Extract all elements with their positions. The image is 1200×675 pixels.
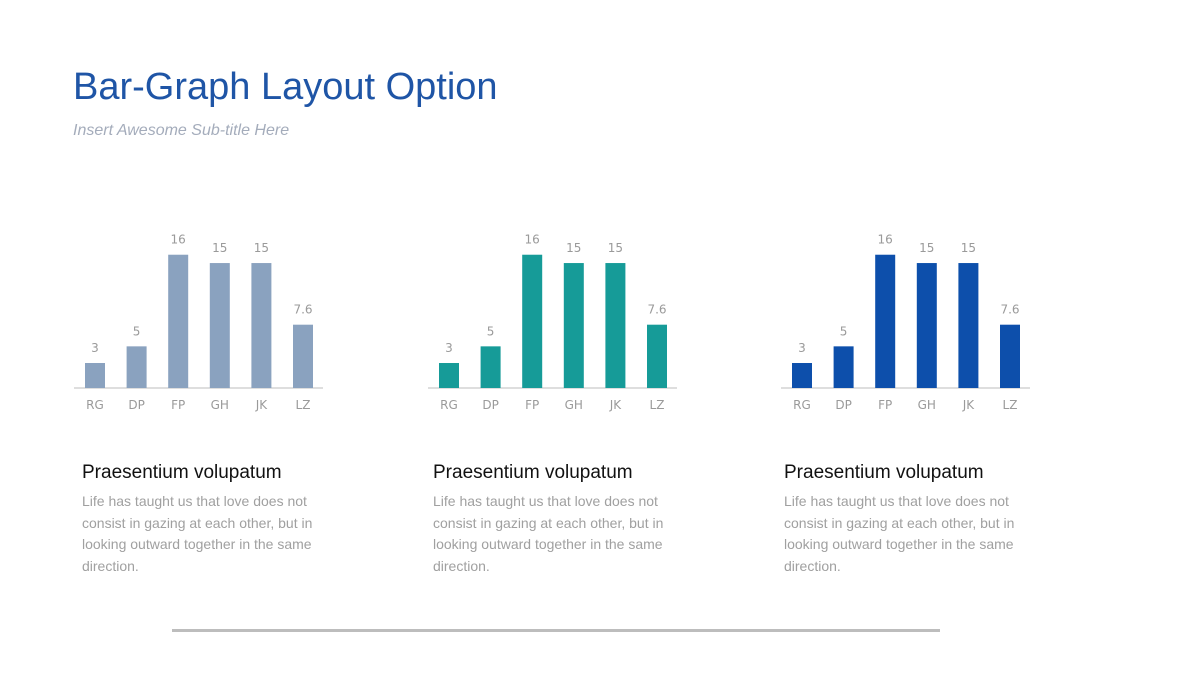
- bar: [1000, 324, 1020, 388]
- value-label: 5: [133, 324, 141, 338]
- x-tick-label: LZ: [650, 398, 665, 412]
- value-label: 15: [919, 241, 934, 255]
- value-label: 16: [171, 233, 186, 247]
- slide-subtitle: Insert Awesome Sub-title Here: [73, 122, 290, 139]
- bar: [605, 263, 626, 388]
- value-label: 15: [566, 241, 581, 255]
- value-label: 16: [525, 233, 540, 247]
- panel-body: Life has taught us that love does not co…: [82, 493, 313, 575]
- x-tick-label: DP: [128, 398, 144, 412]
- value-label: 7.6: [1000, 303, 1019, 317]
- x-tick-label: RG: [440, 398, 458, 412]
- value-label: 15: [212, 241, 227, 255]
- panel-heading: Praesentium volupatum: [784, 462, 984, 483]
- x-tick-label: FP: [525, 398, 539, 412]
- bar: [563, 263, 584, 388]
- x-tick-label: LZ: [1003, 398, 1018, 412]
- value-label: 7.6: [647, 303, 666, 317]
- x-tick-label: GH: [211, 398, 229, 412]
- x-tick-label: RG: [793, 398, 811, 412]
- bar: [522, 254, 543, 388]
- value-label: 15: [254, 241, 269, 255]
- value-label: 3: [445, 341, 453, 355]
- value-label: 16: [878, 233, 893, 247]
- bar: [293, 324, 313, 388]
- x-tick-label: DP: [482, 398, 498, 412]
- x-tick-label: RG: [86, 398, 104, 412]
- bar: [833, 346, 854, 388]
- x-tick-label: LZ: [296, 398, 311, 412]
- value-label: 15: [608, 241, 623, 255]
- bar: [168, 254, 189, 388]
- panel-heading: Praesentium volupatum: [433, 462, 633, 483]
- x-tick-label: FP: [878, 398, 892, 412]
- bar: [875, 254, 896, 388]
- value-label: 3: [798, 341, 806, 355]
- bar: [439, 363, 459, 388]
- panel-body: Life has taught us that love does not co…: [784, 493, 1015, 575]
- bar: [647, 324, 667, 388]
- bar: [209, 263, 230, 388]
- panel-heading: Praesentium volupatum: [82, 462, 282, 483]
- x-tick-label: GH: [565, 398, 583, 412]
- panel-body: Life has taught us that love does not co…: [433, 493, 664, 575]
- bar: [958, 263, 979, 388]
- x-tick-label: JK: [255, 398, 269, 412]
- value-label: 15: [961, 241, 976, 255]
- bar: [792, 363, 812, 388]
- x-tick-label: FP: [171, 398, 185, 412]
- slide-title: Bar-Graph Layout Option: [73, 66, 498, 108]
- value-label: 7.6: [293, 303, 312, 317]
- divider: [172, 629, 940, 632]
- bar: [251, 263, 272, 388]
- x-tick-label: DP: [835, 398, 851, 412]
- value-label: 5: [840, 324, 848, 338]
- x-tick-label: GH: [918, 398, 936, 412]
- bar: [85, 363, 105, 388]
- x-tick-label: JK: [609, 398, 623, 412]
- x-tick-label: JK: [962, 398, 976, 412]
- bar: [126, 346, 147, 388]
- bar: [480, 346, 501, 388]
- value-label: 3: [91, 341, 99, 355]
- bar: [916, 263, 937, 388]
- value-label: 5: [487, 324, 495, 338]
